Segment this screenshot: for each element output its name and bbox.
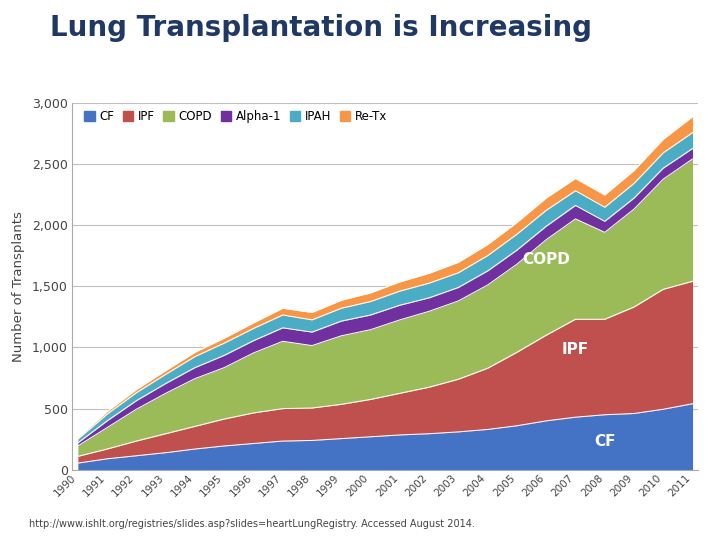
Text: http://www.ishlt.org/registries/slides.asp?slides=heartLungRegistry. Accessed Au: http://www.ishlt.org/registries/slides.a… (29, 519, 474, 529)
Y-axis label: Number of Transplants: Number of Transplants (12, 211, 25, 362)
Text: COPD: COPD (522, 252, 570, 267)
Legend: CF, IPF, COPD, Alpha-1, IPAH, Re-Tx: CF, IPF, COPD, Alpha-1, IPAH, Re-Tx (84, 110, 387, 123)
Text: CF: CF (594, 434, 616, 449)
Text: IPF: IPF (562, 342, 589, 357)
Text: Lung Transplantation is Increasing: Lung Transplantation is Increasing (50, 14, 593, 42)
